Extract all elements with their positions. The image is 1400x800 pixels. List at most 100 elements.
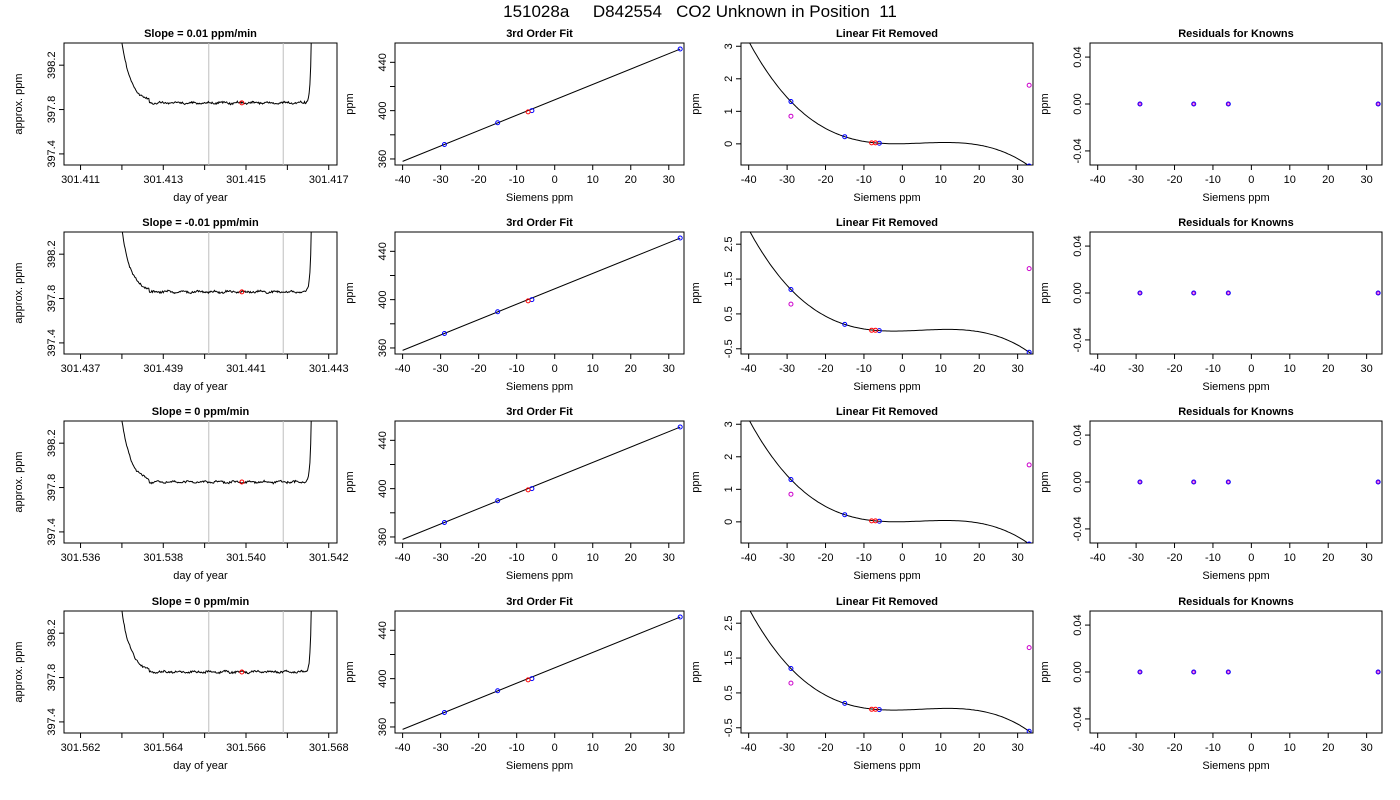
x-axis-label: Siemens ppm <box>853 381 920 393</box>
known-standard-point <box>495 309 501 315</box>
residual-known-point <box>1375 669 1381 675</box>
residual-point <box>788 113 794 119</box>
residual-known-point <box>1137 290 1143 296</box>
x-axis-label: day of year <box>173 192 228 204</box>
x-tick-label: 30 <box>1012 552 1024 564</box>
residual-point <box>1026 645 1032 651</box>
residual-marker <box>1226 291 1230 295</box>
y-tick-label: 0.00 <box>1072 93 1084 114</box>
plot-residuals-row-2: Residuals for Knowns -40 -30 -20 -10 0 10 20 30 -… <box>1039 217 1383 393</box>
y-tick-label: 440 <box>377 431 389 449</box>
x-tick-label: -30 <box>779 174 795 186</box>
x-tick-label: 30 <box>663 174 675 186</box>
x-tick-label: 20 <box>973 363 985 375</box>
plot-frame <box>63 42 338 166</box>
known-standard-point <box>677 46 683 52</box>
x-tick-label: 301.568 <box>309 742 349 754</box>
x-tick-label: 30 <box>1361 174 1373 186</box>
y-tick-label: 2 <box>723 76 735 82</box>
y-tick-label: 0.04 <box>1072 235 1084 256</box>
residual-known-point <box>1375 479 1381 485</box>
x-tick-label: -40 <box>741 174 757 186</box>
known-standard-point <box>842 700 848 706</box>
x-tick-label: 301.417 <box>309 174 349 186</box>
plot-title: Slope = 0 ppm/min <box>152 406 250 418</box>
x-tick-label: 0 <box>1248 174 1254 186</box>
plot-title: 3rd Order Fit <box>506 28 573 40</box>
plot-title: 3rd Order Fit <box>506 406 573 418</box>
residual-marker <box>1138 102 1142 106</box>
known-standard-point <box>842 134 848 140</box>
x-tick-label: -30 <box>1128 742 1144 754</box>
known-standard-point <box>677 614 683 620</box>
x-tick-label: 20 <box>625 174 637 186</box>
residual-known-point <box>1225 290 1231 296</box>
unknown-sample-point <box>872 518 878 524</box>
x-tick-label: 30 <box>1012 742 1024 754</box>
unknown-sample-point <box>239 100 245 106</box>
x-tick-label: 30 <box>663 742 675 754</box>
y-tick-label: 360 <box>377 339 389 357</box>
x-tick-label: 20 <box>973 174 985 186</box>
known-standard-point <box>495 120 501 126</box>
y-tick-label: 1 <box>723 108 735 114</box>
x-tick-label: 30 <box>1012 363 1024 375</box>
x-tick-label: -30 <box>433 363 449 375</box>
plot-title: Linear Fit Removed <box>836 28 938 40</box>
known-standard-point <box>1026 349 1032 354</box>
x-tick-label: -20 <box>1167 742 1183 754</box>
plot-title: Residuals for Knowns <box>1178 596 1294 608</box>
fit-line <box>402 48 681 162</box>
x-tick-label: -30 <box>779 742 795 754</box>
x-axis-label: day of year <box>173 381 228 393</box>
y-axis-label: ppm <box>1039 661 1051 682</box>
residual-point <box>1026 82 1032 88</box>
x-tick-label: 301.538 <box>143 552 183 564</box>
plot-frame <box>394 42 685 166</box>
plot-title: Linear Fit Removed <box>836 596 938 608</box>
known-standard-point <box>842 512 848 518</box>
plot-area <box>402 614 683 730</box>
x-tick-label: -20 <box>471 363 487 375</box>
x-tick-label: 0 <box>1248 552 1254 564</box>
x-tick-label: 30 <box>663 552 675 564</box>
y-tick-label: 0.00 <box>1072 282 1084 303</box>
y-axis-label: ppm <box>344 661 356 682</box>
plot-residuals-row-4: Residuals for Knowns -40 -30 -20 -10 0 10 20 30 -… <box>1039 596 1383 772</box>
x-tick-label: 10 <box>935 363 947 375</box>
x-tick-label: -30 <box>433 742 449 754</box>
plot-area <box>749 43 1032 165</box>
x-tick-label: -10 <box>509 363 525 375</box>
x-tick-label: -30 <box>779 552 795 564</box>
plot-area <box>1137 290 1381 296</box>
y-tick-label: 397.8 <box>46 96 58 124</box>
x-tick-label: 301.441 <box>226 363 266 375</box>
residual-known-point <box>1137 669 1143 675</box>
y-tick-label: 397.8 <box>46 474 58 502</box>
x-axis-label: Siemens ppm <box>853 570 920 582</box>
residual-marker <box>1376 670 1380 674</box>
y-axis-label: approx. ppm <box>13 262 25 323</box>
plot-area <box>1137 669 1381 675</box>
plot-title: Residuals for Knowns <box>1178 217 1294 229</box>
known-standard-point <box>788 287 794 293</box>
plot-area <box>121 43 312 165</box>
x-tick-label: 301.566 <box>226 742 266 754</box>
plot-frame <box>394 420 685 544</box>
y-tick-label: -0.04 <box>1072 516 1084 541</box>
residual-marker <box>1376 102 1380 106</box>
residual-marker <box>1192 670 1196 674</box>
y-tick-label: 360 <box>377 150 389 168</box>
x-tick-label: -40 <box>395 742 411 754</box>
known-standard-point <box>1026 541 1032 543</box>
residual-marker <box>1138 670 1142 674</box>
x-tick-label: 30 <box>663 363 675 375</box>
residual-known-point <box>1191 290 1197 296</box>
residual-marker <box>1138 480 1142 484</box>
y-axis-label: ppm <box>1039 471 1051 492</box>
y-axis-label: ppm <box>1039 282 1051 303</box>
x-tick-label: -10 <box>856 174 872 186</box>
plot-fit-row-2: 3rd Order Fit -40 -30 -20 -10 0 10 20 30 360 400 44… <box>344 217 685 393</box>
known-standard-point <box>441 141 447 147</box>
plot-area <box>1137 479 1381 485</box>
